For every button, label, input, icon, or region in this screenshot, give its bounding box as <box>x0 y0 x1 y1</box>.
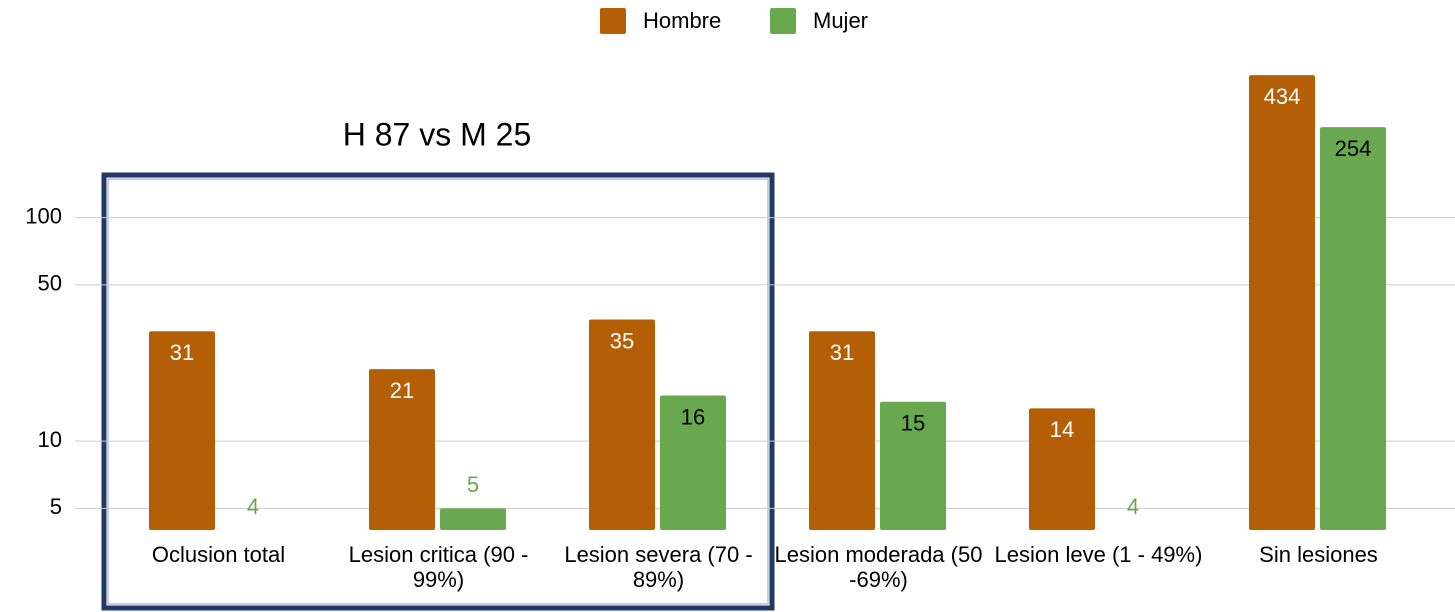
bar <box>589 319 655 530</box>
data-label: 31 <box>830 340 854 365</box>
highlight-box-inner <box>107 178 769 605</box>
bar <box>1320 127 1386 531</box>
y-tick-label: 100 <box>25 203 62 228</box>
bar <box>880 401 946 530</box>
data-label: 16 <box>681 404 705 429</box>
data-label: 14 <box>1050 417 1074 442</box>
annotation: H 87 vs M 25 <box>343 116 532 152</box>
y-tick-label: 50 <box>38 271 62 296</box>
data-label: 31 <box>170 340 194 365</box>
x-tick-label: Lesion critica (90 - 99%) <box>348 542 529 592</box>
legend-label: Hombre <box>643 8 721 33</box>
y-tick-label: 10 <box>38 427 62 452</box>
data-label: 4 <box>1127 494 1139 519</box>
bar <box>809 331 875 530</box>
bar <box>1029 408 1095 530</box>
x-tick-label: Sin lesiones <box>1259 542 1378 567</box>
x-tick-label: Lesion leve (1 - 49%) <box>994 542 1203 567</box>
data-label: 434 <box>1264 84 1301 109</box>
data-label: 254 <box>1335 136 1372 161</box>
legend-label: Mujer <box>813 8 868 33</box>
highlight-box <box>101 172 775 611</box>
bar <box>369 369 435 530</box>
y-tick-label: 5 <box>50 494 62 519</box>
bar <box>440 508 506 530</box>
bar <box>1249 75 1315 530</box>
data-label: 35 <box>610 328 634 353</box>
data-label: 5 <box>467 472 479 497</box>
bar <box>149 331 215 530</box>
x-tick-label: Lesion moderada (50 -69%) <box>774 542 983 592</box>
legend-swatch <box>770 8 796 34</box>
x-tick-label: Oclusion total <box>151 542 286 567</box>
data-label: 21 <box>390 378 414 403</box>
legend-swatch <box>600 8 626 34</box>
x-tick-label: Lesion severa (70 - 89%) <box>564 542 753 592</box>
bar <box>660 395 726 530</box>
data-label: 4 <box>247 494 259 519</box>
data-label: 15 <box>901 411 925 436</box>
